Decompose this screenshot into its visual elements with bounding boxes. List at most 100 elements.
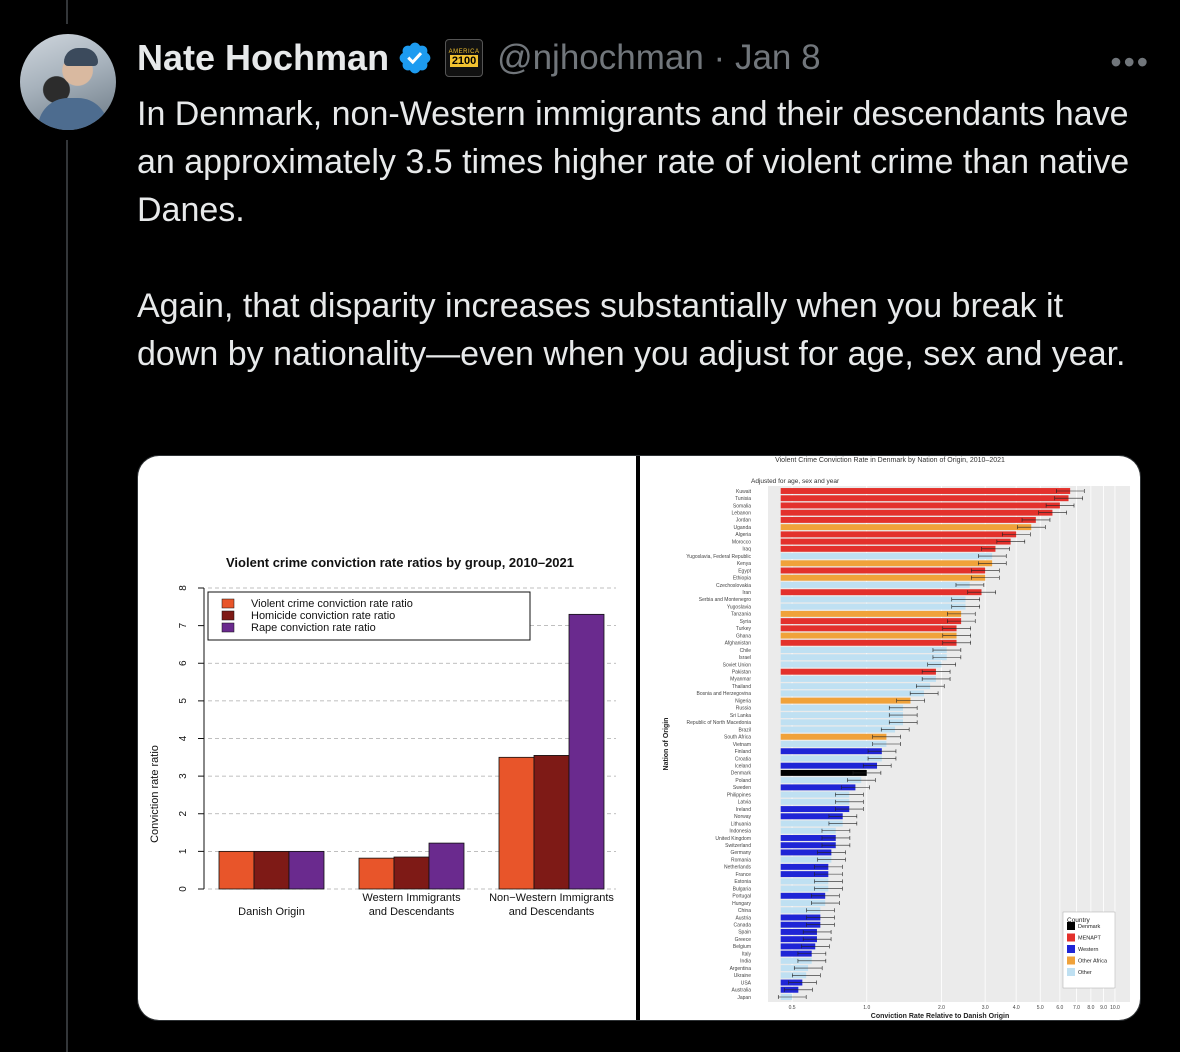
author-name[interactable]: Nate Hochman	[137, 37, 390, 78]
chart2-tick-label: 7.0	[1073, 1005, 1080, 1011]
chart2-legend-swatch	[1067, 922, 1075, 930]
chart2-legend-swatch	[1067, 933, 1075, 942]
chart2-country-label: Algeria	[735, 532, 751, 538]
org-badge[interactable]: AMERICA 2100	[445, 39, 484, 77]
chart2-country-label: Yugoslavia, Federal Republic	[686, 554, 751, 560]
chart2-country-label: Kuwait	[736, 489, 752, 495]
chart2-bar	[780, 835, 836, 841]
chart2-country-label: Russia	[736, 706, 752, 712]
chart2-country-label: USA	[741, 980, 752, 986]
tweet-date[interactable]: Jan 8	[734, 38, 821, 77]
chart2-bar	[780, 697, 911, 704]
chart2-legend-label: Western	[1078, 947, 1098, 953]
chart1-bars	[218, 613, 605, 890]
chart2-bar	[780, 849, 832, 856]
chart2-bar	[780, 560, 993, 567]
chart1-category-label: Non−Western Immigrants	[489, 892, 614, 904]
chart2-subtitle: Adjusted for age, sex and year	[751, 478, 840, 485]
chart2-country-label: Afghanistan	[725, 641, 752, 647]
chart2-bar	[780, 647, 947, 653]
group-bar-chart: Violent crime conviction rate ratios by …	[149, 555, 616, 918]
chart2-country-label: Brazil	[738, 727, 751, 733]
chart2-country-label: Israel	[739, 655, 751, 661]
chart2-bar	[780, 733, 887, 740]
chart2-bar	[780, 907, 821, 914]
chart1-ylabel: Conviction rate ratio	[149, 745, 161, 843]
chart2-legend-label: Denmark	[1078, 924, 1101, 930]
chart1-tick-label: 7	[178, 622, 189, 628]
chart2-bar	[780, 690, 924, 697]
chart2-legend-label: Other Africa	[1078, 959, 1108, 965]
chart2-country-label: Lebanon	[732, 510, 752, 516]
chart2-country-label: Bulgaria	[733, 886, 752, 892]
chart2-bar	[780, 784, 856, 791]
chart2-tick-label: 5.0	[1037, 1005, 1044, 1011]
chart2-bar	[780, 892, 826, 899]
chart2-bar	[780, 748, 882, 755]
thread-line-top	[66, 0, 68, 24]
chart2-country-label: Sweden	[733, 785, 751, 791]
media-image-right[interactable]: Violent Crime Conviction Rate in Denmark…	[640, 456, 1140, 1020]
chart2-country-label: Estonia	[734, 879, 751, 885]
verified-badge-icon[interactable]	[397, 40, 433, 76]
tweet-header: Nate Hochman AMERICA 2100 @njhochman · J…	[137, 36, 821, 80]
chart2-bar	[780, 574, 986, 581]
chart2-country-label: Ghana	[736, 633, 751, 639]
chart2-tick-label: 8.0	[1087, 1005, 1094, 1011]
chart2-bar	[780, 582, 970, 588]
chart2-legend-swatch	[1067, 945, 1075, 953]
chart2-country-label: Philippines	[727, 792, 752, 798]
avatar[interactable]	[20, 34, 116, 130]
chart2-country-label: Indonesia	[729, 829, 751, 835]
chart2-country-label: Greece	[735, 937, 752, 943]
chart2-bar	[780, 914, 821, 921]
chart2-bar	[780, 654, 947, 661]
chart2-bar	[780, 639, 957, 646]
chart2-country-label: Jordan	[736, 518, 752, 524]
chart1-title: Violent crime conviction rate ratios by …	[226, 555, 574, 570]
chart2-legend: Country Denmark MENAPT Western Other Africa…	[1062, 911, 1116, 989]
chart1-tick-label: 3	[178, 773, 189, 779]
avatar-shirt	[38, 98, 108, 130]
chart1-bar	[393, 856, 430, 890]
thread-line-bottom	[66, 140, 68, 1052]
chart2-country-label: Romania	[731, 857, 751, 863]
chart2-bar	[780, 618, 962, 625]
chart2-legend-swatch	[1067, 968, 1075, 976]
chart2-country-label: Argentina	[730, 966, 752, 972]
chart1-bar	[253, 850, 290, 890]
chart2-tick-label: 9.0	[1100, 1005, 1107, 1011]
chart2-bar	[780, 762, 878, 769]
chart2-bar	[780, 871, 829, 878]
chart2-country-label: Latvia	[738, 800, 752, 806]
chart2-country-label: Myanmar	[730, 677, 751, 683]
tweet-media[interactable]: Violent crime conviction rate ratios by …	[137, 455, 1141, 1021]
chart2-country-label: Tunisia	[735, 496, 751, 502]
chart2-legend-label: Other	[1078, 970, 1092, 976]
chart2-bar	[780, 928, 817, 935]
author-handle[interactable]: @njhochman · Jan 8	[497, 38, 821, 77]
chart2-country-label: Poland	[735, 778, 751, 784]
chart2-bar	[780, 632, 957, 639]
chart2-country-label: Serbia and Montenegro	[699, 597, 751, 603]
chart2-bar	[780, 943, 816, 950]
chart1-category-label: and Descendants	[369, 906, 455, 918]
chart2-bar	[780, 661, 942, 668]
chart2-bar	[780, 668, 936, 675]
chart2-country-label: Pakistan	[732, 670, 751, 676]
chart2-tick-label: 0.5	[789, 1005, 796, 1011]
chart1-bar	[498, 756, 535, 890]
chart2-country-label: Republic of North Macedonia	[687, 720, 752, 726]
chart2-country-label: Tanzania	[731, 612, 751, 618]
chart2-bar	[780, 741, 887, 747]
chart2-country-label: Iran	[742, 590, 751, 596]
chart2-country-label: Germany	[730, 850, 751, 856]
chart2-country-label: Egypt	[738, 568, 751, 574]
media-image-left[interactable]: Violent crime conviction rate ratios by …	[138, 456, 636, 1020]
chart2-bar	[780, 625, 957, 632]
chart2-country-label: Switzerland	[725, 843, 751, 849]
chart2-country-label: Kenya	[737, 561, 751, 567]
more-options-icon[interactable]: •••	[1110, 44, 1150, 80]
chart2-country-label: India	[740, 959, 751, 965]
chart2-country-label: United Kingdom	[715, 836, 751, 842]
